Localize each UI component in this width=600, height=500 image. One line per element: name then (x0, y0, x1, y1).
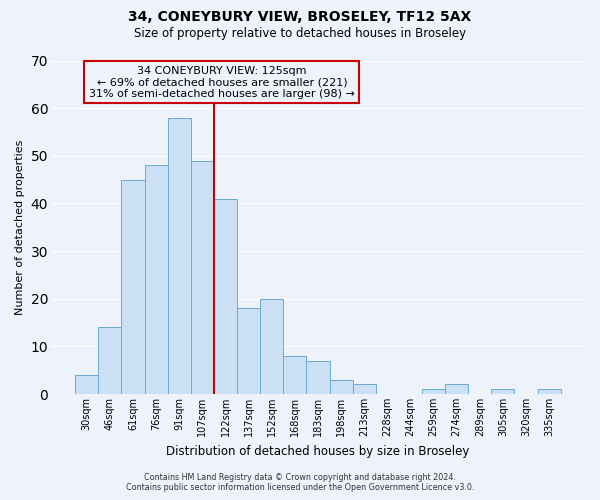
Bar (307, 360, 329, 394)
Bar (75, 375, 98, 394)
Bar (538, 389, 561, 394)
Text: Size of property relative to detached houses in Broseley: Size of property relative to detached ho… (134, 28, 466, 40)
Bar (168, 118, 191, 394)
Bar (237, 308, 260, 394)
Bar (191, 160, 214, 394)
Y-axis label: Number of detached properties: Number of detached properties (15, 140, 25, 315)
Bar (260, 298, 283, 394)
Bar (353, 384, 376, 394)
Bar (445, 384, 468, 394)
Bar (214, 198, 237, 394)
Text: 34, CONEYBURY VIEW, BROSELEY, TF12 5AX: 34, CONEYBURY VIEW, BROSELEY, TF12 5AX (128, 10, 472, 24)
Bar (145, 166, 168, 394)
Bar (121, 180, 145, 394)
X-axis label: Distribution of detached houses by size in Broseley: Distribution of detached houses by size … (166, 444, 470, 458)
Text: 34 CONEYBURY VIEW: 125sqm
← 69% of detached houses are smaller (221)
31% of semi: 34 CONEYBURY VIEW: 125sqm ← 69% of detac… (89, 66, 355, 98)
Bar (283, 356, 307, 394)
Bar (422, 389, 445, 394)
Bar (491, 389, 514, 394)
Bar (98, 328, 121, 394)
Text: Contains HM Land Registry data © Crown copyright and database right 2024.
Contai: Contains HM Land Registry data © Crown c… (126, 473, 474, 492)
Bar (329, 380, 353, 394)
